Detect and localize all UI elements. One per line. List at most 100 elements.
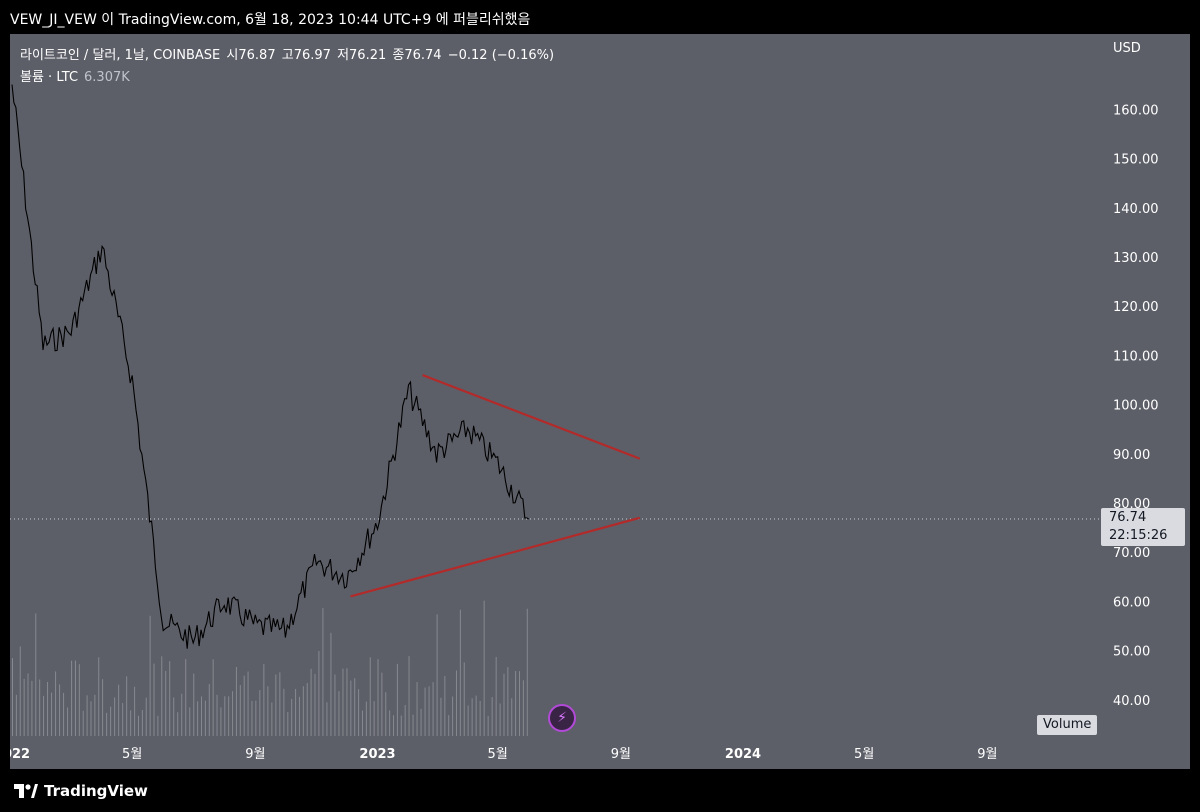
volume-bar [255, 700, 257, 736]
tradingview-logo[interactable]: TradingView [14, 782, 148, 800]
y-tick-label: 50.00 [1113, 645, 1150, 660]
volume-bar [59, 684, 61, 736]
volume-bar [251, 700, 253, 736]
footer-bar: TradingView [0, 769, 1200, 812]
volume-legend: 볼륨 · LTC 6.307K [20, 66, 130, 85]
volume-bar [354, 678, 356, 736]
volume-bar [259, 690, 261, 736]
volume-bar [455, 670, 457, 736]
volume-bar [78, 664, 80, 736]
volume-bar [165, 670, 167, 736]
volume-bar [495, 656, 497, 736]
volume-bar [51, 692, 53, 736]
volume-bar [298, 696, 300, 736]
volume-bar [197, 701, 199, 736]
volume-bar [428, 686, 430, 736]
volume-bar [432, 682, 434, 736]
y-tick-label: 100.00 [1113, 399, 1159, 414]
volume-bar [330, 632, 332, 736]
volume-bar [208, 684, 210, 736]
volume-bar [491, 697, 493, 736]
volume-bar [416, 682, 418, 736]
volume-bar [232, 691, 234, 736]
volume-bar [479, 701, 481, 736]
volume-bar [177, 712, 179, 736]
volume-bar [369, 657, 371, 736]
volume-bar [342, 668, 344, 736]
volume-bar [291, 698, 293, 736]
last-price-value: 76.74 [1109, 510, 1147, 525]
high-value: 고76.97 [281, 48, 331, 63]
volume-bar [189, 707, 191, 736]
volume-bar [275, 674, 277, 736]
y-tick-label: 70.00 [1113, 546, 1150, 561]
volume-bar [400, 715, 402, 736]
lightning-icon[interactable]: ⚡ [548, 704, 576, 732]
volume-bar [306, 683, 308, 736]
volume-bar [385, 692, 387, 736]
volume-bar [393, 715, 395, 736]
volume-bar [267, 686, 269, 736]
volume-bar [204, 700, 206, 736]
price-chart[interactable]: 160.00 150.00 140.00 130.00 120.00 110.00 100.… [10, 34, 1190, 769]
y-tick-label: 90.00 [1113, 448, 1150, 463]
volume-bar [141, 710, 143, 736]
volume-bar [82, 710, 84, 736]
x-tick-label: 9월 [977, 747, 997, 762]
volume-bar [98, 657, 100, 736]
volume-bar [373, 701, 375, 736]
volume-bar [471, 698, 473, 736]
volume-bar [137, 715, 139, 736]
volume-bar [220, 707, 222, 736]
tradingview-logo-icon [14, 784, 38, 798]
volume-bar [310, 668, 312, 736]
volume-bar [47, 681, 49, 736]
volume-bar [408, 656, 410, 736]
open-value: 시76.87 [226, 48, 276, 63]
volume-bar [74, 660, 76, 736]
volume-bar [185, 659, 187, 736]
volume-bar [63, 692, 65, 736]
volume-bar [212, 659, 214, 736]
volume-pane-label[interactable]: Volume [1037, 715, 1098, 735]
currency-button[interactable]: USD [1113, 41, 1141, 56]
volume-bar [444, 676, 446, 736]
x-tick-label: 9월 [611, 747, 631, 762]
symbol-label[interactable]: 라이트코인 / 달러, 1날, COINBASE [20, 48, 221, 63]
volume-bar [239, 685, 241, 736]
volume-bar [216, 694, 218, 736]
volume-bar [110, 706, 112, 736]
volume-bar [283, 688, 285, 736]
volume-bar [118, 684, 120, 736]
volume-bar [507, 667, 509, 736]
volume-bar [287, 711, 289, 736]
volume-bar [522, 680, 524, 736]
volume-bar [71, 660, 73, 736]
volume-bar [404, 705, 406, 736]
volume-bar [27, 673, 29, 736]
volume-bar [39, 679, 41, 736]
volume-bar [358, 689, 360, 736]
volume-bar [181, 693, 183, 736]
volume-bar [67, 707, 69, 736]
volume-bar [503, 673, 505, 736]
volume-bar [377, 659, 379, 736]
volume-bar [43, 695, 45, 736]
volume-bar [130, 710, 132, 736]
title-bar: VEW_JI_VEW 이 TradingView.com, 6월 18, 202… [0, 0, 1200, 34]
volume-value: 6.307K [84, 70, 130, 85]
volume-bar [263, 664, 265, 736]
volume-bar [420, 708, 422, 736]
volume-bar [452, 696, 454, 736]
volume-bar [381, 672, 383, 736]
volume-bar [389, 710, 391, 736]
volume-bar [322, 608, 324, 736]
volume-bar [396, 663, 398, 736]
volume-bar [228, 696, 230, 736]
chart-panel[interactable]: 160.00 150.00 140.00 130.00 120.00 110.00 100.… [10, 34, 1190, 769]
volume-bar [12, 658, 13, 736]
volume-bar [86, 695, 88, 736]
volume-bar [271, 702, 273, 736]
upper-trendline [422, 374, 641, 460]
y-tick-label: 150.00 [1113, 153, 1159, 168]
